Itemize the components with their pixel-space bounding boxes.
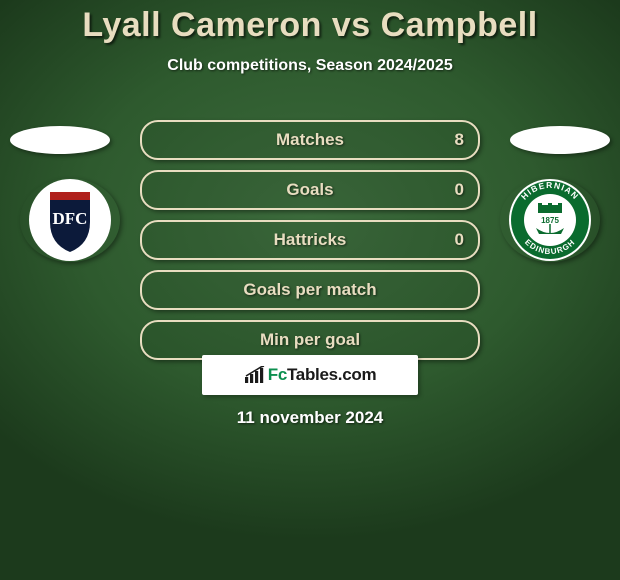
stat-row-goals: Goals 0 [140,170,480,210]
stat-label: Matches [142,130,478,150]
stat-label: Hattricks [142,230,478,250]
page-title: Lyall Cameron vs Campbell [0,0,620,45]
brand-prefix: Fc [268,365,287,384]
page-subtitle: Club competitions, Season 2024/2025 [0,57,620,75]
chart-icon [244,366,266,384]
badge-right-year: 1875 [541,216,559,225]
stat-value-right: 0 [455,180,464,200]
player-right-ellipse [510,126,610,154]
club-badge-right: HIBERNIAN EDINBURGH 1875 [500,178,600,262]
footer-date: 11 november 2024 [0,408,620,428]
brand-watermark: FcTables.com [202,355,418,395]
comparison-card: Lyall Cameron vs Campbell Club competiti… [0,0,620,580]
player-left-ellipse [10,126,110,154]
brand-text: FcTables.com [268,365,377,385]
stat-row-goals-per-match: Goals per match [140,270,480,310]
stat-value-right: 8 [455,130,464,150]
stat-row-hattricks: Hattricks 0 [140,220,480,260]
stat-value-right: 0 [455,230,464,250]
stat-row-matches: Matches 8 [140,120,480,160]
brand-suffix: Tables.com [287,365,376,384]
stat-label: Goals [142,180,478,200]
stat-label: Goals per match [142,280,478,300]
stat-label: Min per goal [142,330,478,350]
badge-left-text: DFC [53,209,88,228]
stats-list: Matches 8 Goals 0 Hattricks 0 Goals per … [140,120,480,370]
club-badge-left: DFC [20,178,120,262]
stat-row-min-per-goal: Min per goal [140,320,480,360]
